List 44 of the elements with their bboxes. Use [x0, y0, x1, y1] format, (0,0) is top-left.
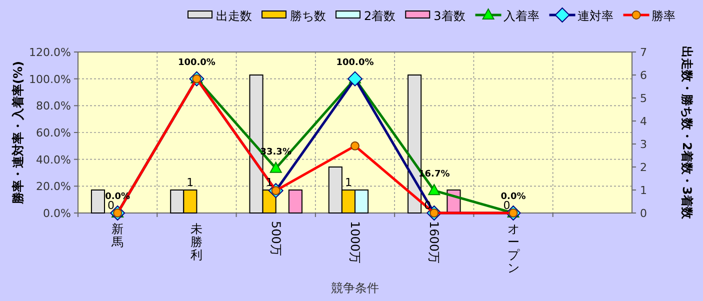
- y2-tick-label: 4: [640, 115, 647, 128]
- bar: [90, 190, 106, 214]
- data-label: 100.0%: [336, 58, 374, 68]
- y2-tick-label: 2: [640, 161, 647, 174]
- y2-tick-label: 0: [640, 207, 647, 220]
- data-label: 100.0%: [178, 58, 216, 68]
- x-tick-label: 1600万: [427, 221, 442, 264]
- y-tick-label: 100.0%: [29, 72, 71, 86]
- y2-tick-label: 7: [640, 46, 647, 59]
- y-tick-label: 120.0%: [29, 46, 71, 59]
- x-tick-label: オープン: [507, 222, 520, 275]
- x-tick-label: 500万: [268, 221, 283, 256]
- y-tick-label: 60.0%: [36, 126, 71, 140]
- point: [270, 162, 282, 173]
- y2-tick-label: 5: [640, 92, 647, 105]
- x-tick-label: 未勝利: [190, 222, 203, 262]
- data-label: 1: [344, 176, 352, 189]
- data-label: 0: [424, 199, 432, 212]
- point: [348, 71, 362, 86]
- y-tick-label: 20.0%: [36, 180, 71, 194]
- y2-axis-title: 出走数・勝ち数・2着数・3着数: [680, 46, 694, 220]
- x-tick-label: 1000万: [348, 221, 362, 264]
- y-tick-label: 80.0%: [36, 100, 71, 113]
- legend-label: 出走数: [216, 9, 252, 23]
- y2-tick-label: 1: [640, 184, 647, 197]
- point: [428, 184, 440, 196]
- data-label: 0.0%: [500, 192, 526, 202]
- legend-label: 連対率: [577, 9, 614, 23]
- y2-tick-label: 6: [640, 69, 647, 82]
- legend-label: 2着数: [364, 9, 396, 23]
- data-label: 0: [503, 199, 510, 212]
- y-axis-title: 勝率・連対率・入着率(%): [11, 61, 25, 205]
- y2-tick-label: 3: [640, 138, 647, 151]
- y-tick-label: 40.0%: [36, 153, 71, 166]
- x-axis-title: 競争条件: [331, 281, 379, 295]
- legend-label: 入着率: [503, 9, 540, 23]
- legend-label: 3着数: [434, 9, 466, 23]
- bar: [288, 190, 302, 214]
- data-label: 1: [186, 176, 194, 189]
- data-label: 0: [108, 199, 115, 212]
- y-tick-label: 0.0%: [43, 207, 71, 220]
- legend-label: 勝ち数: [290, 9, 326, 23]
- legend-label: 勝率: [651, 9, 676, 23]
- x-tick-label: 新馬: [110, 222, 124, 249]
